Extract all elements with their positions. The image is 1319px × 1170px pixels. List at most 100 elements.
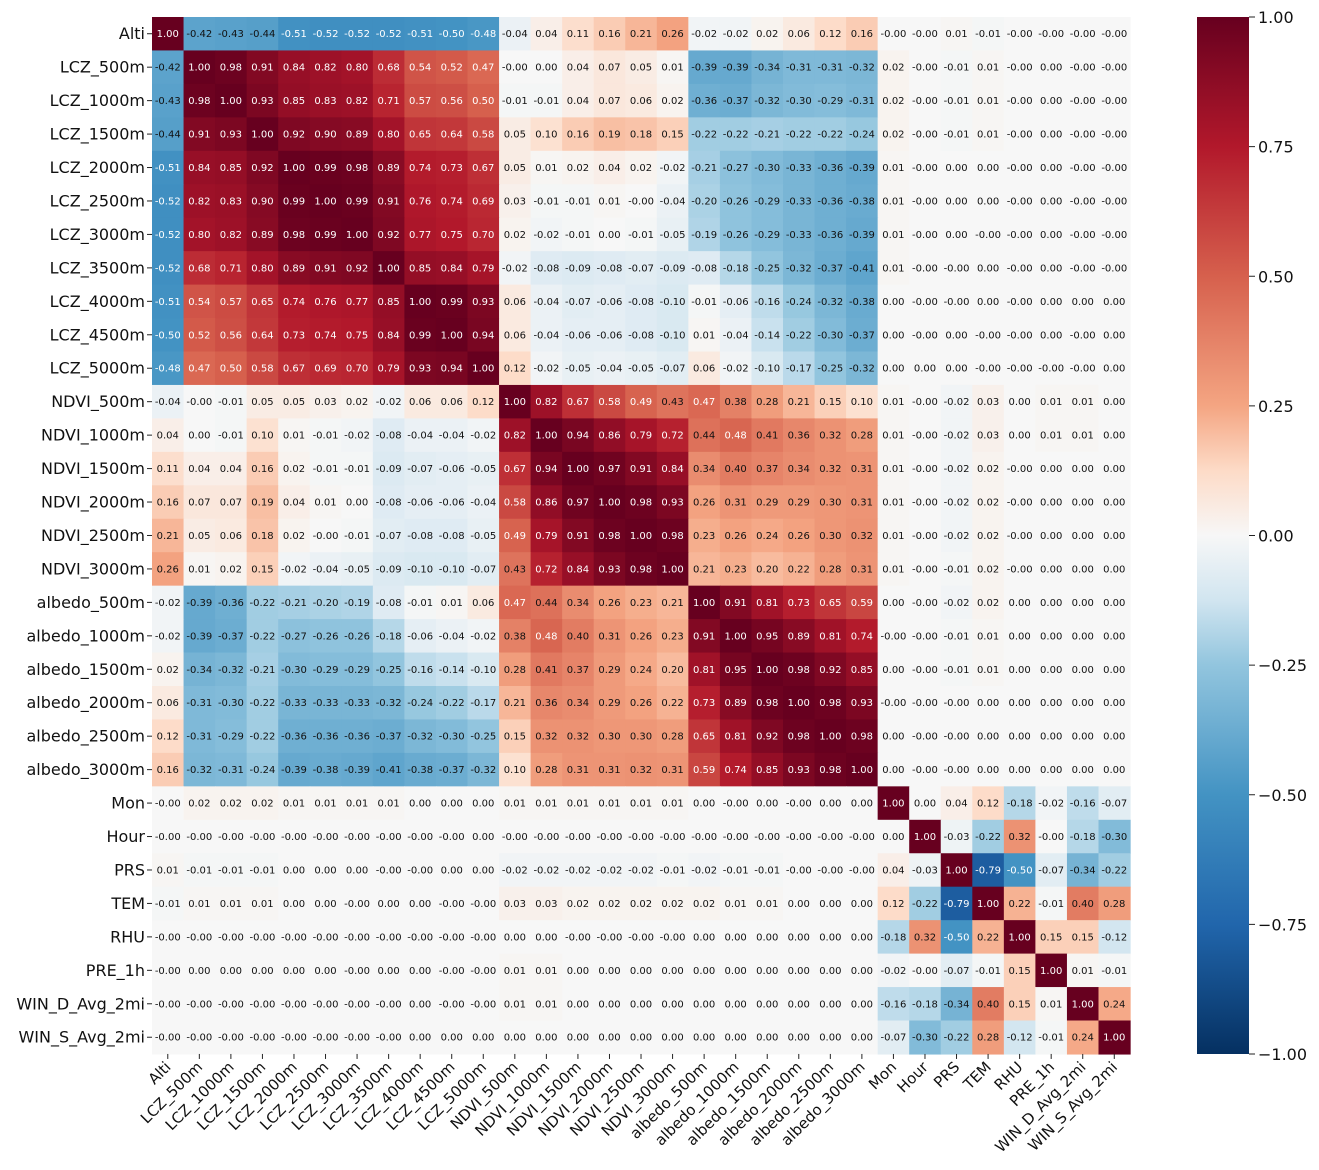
heatmap-cell xyxy=(625,351,658,386)
heatmap-cell xyxy=(940,953,973,988)
heatmap-cell-value: -0.07 xyxy=(407,464,433,475)
heatmap-cell-value: -0.26 xyxy=(313,631,339,642)
heatmap-cell-value: 0.01 xyxy=(314,498,336,509)
heatmap-cell xyxy=(972,150,1005,185)
heatmap-cell-value: -0.22 xyxy=(439,698,465,709)
heatmap-cell-value: -0.25 xyxy=(817,364,843,375)
heatmap-cell xyxy=(278,719,311,754)
heatmap-cell xyxy=(972,886,1005,921)
heatmap-cell-value: 0.01 xyxy=(661,63,683,74)
heatmap-cell-value: -0.00 xyxy=(313,832,339,843)
heatmap-cell xyxy=(246,451,279,486)
heatmap-cell xyxy=(656,920,689,955)
heatmap-cell xyxy=(940,1020,973,1055)
heatmap-cell-value: -0.22 xyxy=(249,631,275,642)
heatmap-cell xyxy=(499,518,532,553)
heatmap-cell-value: -0.19 xyxy=(344,598,370,609)
heatmap-cell xyxy=(183,987,216,1022)
heatmap-cell xyxy=(940,786,973,821)
heatmap-cell-value: 0.40 xyxy=(1072,899,1094,910)
heatmap-cell-value: 0.93 xyxy=(788,765,810,776)
heatmap-cell-value: 0.57 xyxy=(220,297,242,308)
heatmap-cell xyxy=(404,17,437,52)
heatmap-cell xyxy=(372,217,405,252)
heatmap-cell xyxy=(530,953,563,988)
heatmap-cell xyxy=(1098,719,1131,754)
heatmap-cell-value: 0.32 xyxy=(851,531,873,542)
heatmap-cell-value: 0.98 xyxy=(788,732,810,743)
heatmap-cell-value: -0.01 xyxy=(944,130,970,141)
heatmap-cell xyxy=(846,719,879,754)
heatmap-cell xyxy=(1003,50,1036,85)
heatmap-cell xyxy=(530,150,563,185)
heatmap-cell xyxy=(814,217,847,252)
heatmap-cell-value: 0.11 xyxy=(567,29,589,40)
heatmap-cell xyxy=(562,719,595,754)
heatmap-cell xyxy=(278,318,311,353)
heatmap-cell-value: 0.80 xyxy=(251,263,273,274)
heatmap-cell-value: 0.00 xyxy=(661,966,683,977)
heatmap-cell-value: -0.00 xyxy=(660,832,686,843)
heatmap-cell xyxy=(562,251,595,286)
colorbar-tick-label: −0.25 xyxy=(1258,656,1307,675)
heatmap-cell xyxy=(909,552,942,587)
heatmap-cell xyxy=(246,150,279,185)
heatmap-cell xyxy=(183,752,216,787)
row-label: Alti xyxy=(119,24,145,43)
heatmap-cell xyxy=(372,619,405,654)
heatmap-cell xyxy=(246,318,279,353)
heatmap-cell-value: -0.32 xyxy=(470,765,496,776)
heatmap-cell-value: 1.00 xyxy=(535,431,557,442)
heatmap-cell-value: -0.04 xyxy=(533,330,559,341)
heatmap-cell xyxy=(309,251,342,286)
heatmap-cell xyxy=(1003,819,1036,854)
heatmap-cell xyxy=(846,819,879,854)
heatmap-cell-value: 0.05 xyxy=(188,531,210,542)
heatmap-cell-value: -0.02 xyxy=(723,29,749,40)
heatmap-cell-value: 0.00 xyxy=(851,1033,873,1044)
row-label: LCZ_1500m xyxy=(50,125,145,145)
heatmap-cell xyxy=(625,719,658,754)
heatmap-cell-value: -0.00 xyxy=(376,832,402,843)
heatmap-cell-value: -0.52 xyxy=(344,29,370,40)
heatmap-cell xyxy=(751,418,784,453)
heatmap-cell xyxy=(215,451,248,486)
heatmap-cell-value: 0.03 xyxy=(504,899,526,910)
heatmap-cell-value: 1.00 xyxy=(693,598,715,609)
heatmap-cell xyxy=(1035,184,1068,219)
heatmap-cell xyxy=(751,920,784,955)
heatmap-cell-value: -0.00 xyxy=(439,899,465,910)
heatmap-cell xyxy=(972,552,1005,587)
heatmap-cell xyxy=(309,719,342,754)
heatmap-cell-value: -0.00 xyxy=(313,932,339,943)
heatmap-cell xyxy=(215,83,248,118)
heatmap-cell-value: 0.00 xyxy=(1072,698,1094,709)
heatmap-cell-value: -0.00 xyxy=(723,832,749,843)
heatmap-cell-value: 0.67 xyxy=(283,364,305,375)
heatmap-cell xyxy=(625,953,658,988)
heatmap-cell-value: 0.21 xyxy=(630,29,652,40)
heatmap-cell-value: 0.28 xyxy=(977,1033,999,1044)
heatmap-cell-value: -0.31 xyxy=(849,96,875,107)
heatmap-cell xyxy=(877,786,910,821)
row-labels: AltiLCZ_500mLCZ_1000mLCZ_1500mLCZ_2000mL… xyxy=(16,24,152,1048)
heatmap-cell-value: 0.00 xyxy=(630,1033,652,1044)
heatmap-cell-value: -0.00 xyxy=(439,832,465,843)
heatmap-cell xyxy=(1003,752,1036,787)
heatmap-cell-value: 0.77 xyxy=(346,297,368,308)
heatmap-cell xyxy=(719,552,753,587)
heatmap-cell-value: 0.00 xyxy=(535,63,557,74)
heatmap-cell xyxy=(278,184,311,219)
heatmap-cell xyxy=(593,1020,626,1055)
heatmap-cell-value: -0.00 xyxy=(155,832,181,843)
heatmap-cell-value: -0.00 xyxy=(1007,297,1033,308)
heatmap-cell xyxy=(972,284,1005,319)
heatmap-cell-value: -0.01 xyxy=(344,464,370,475)
heatmap-cell-value: 0.41 xyxy=(535,665,557,676)
heatmap-cell-value: 0.69 xyxy=(472,196,494,207)
heatmap-cell xyxy=(530,485,563,520)
heatmap-cell-value: 0.93 xyxy=(598,564,620,575)
heatmap-cell-value: -0.50 xyxy=(944,932,970,943)
row-label: albedo_1000m xyxy=(27,626,146,646)
heatmap-cell-value: -0.24 xyxy=(249,765,275,776)
